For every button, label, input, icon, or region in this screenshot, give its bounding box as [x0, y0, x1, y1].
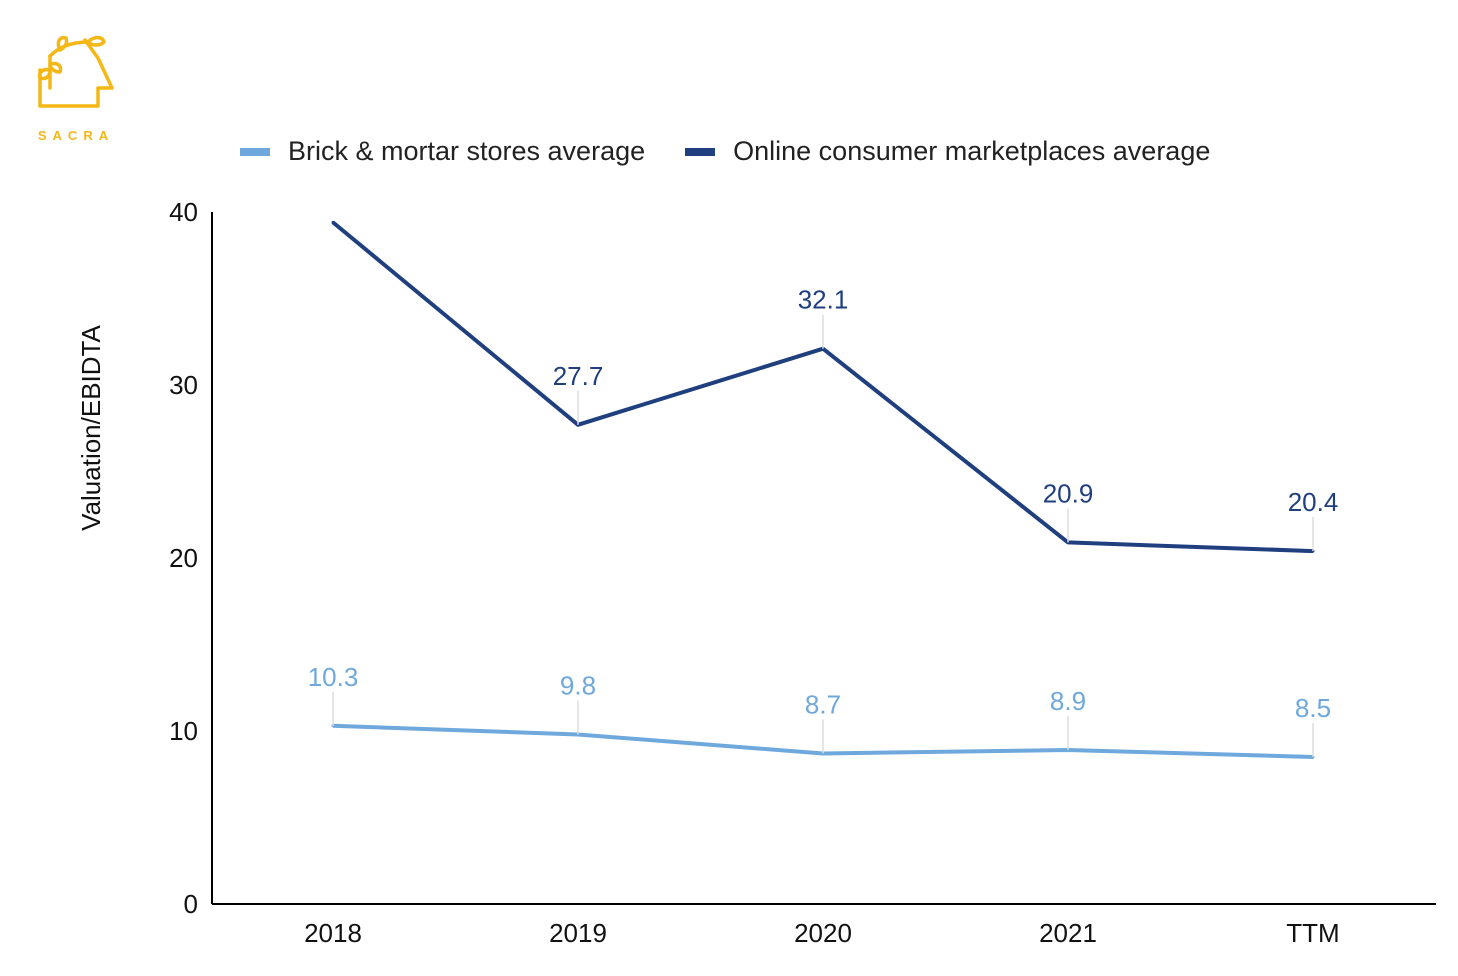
sacra-logo [37, 35, 114, 108]
legend-item-online-marketplaces: Online consumer marketplaces average [685, 136, 1210, 167]
y-tick-label: 20 [169, 543, 198, 573]
y-tick-label: 40 [169, 197, 198, 227]
x-tick-label: 2020 [794, 918, 852, 948]
x-tick-label: 2018 [304, 918, 362, 948]
logo-wordmark: SACRA [37, 128, 115, 143]
data-label: 10.3 [308, 662, 359, 692]
data-label: 8.7 [805, 689, 841, 719]
data-label: 20.9 [1043, 478, 1094, 508]
y-axis-label: Valuation/EBIDTA [76, 325, 106, 531]
x-tick-label: TTM [1286, 918, 1339, 948]
data-label: 32.1 [798, 285, 849, 315]
data-label: 27.7 [553, 361, 604, 391]
data-label: 8.5 [1295, 693, 1331, 723]
data-point [331, 220, 335, 224]
x-tick-label: 2019 [549, 918, 607, 948]
legend-swatch-brick-mortar [240, 147, 270, 156]
data-label: 9.8 [560, 670, 596, 700]
x-tick-label: 2021 [1039, 918, 1097, 948]
y-tick-label: 10 [169, 716, 198, 746]
y-tick-label: 30 [169, 370, 198, 400]
data-label: 20.4 [1288, 487, 1339, 517]
y-tick-label: 0 [184, 889, 198, 919]
legend-label-online-marketplaces: Online consumer marketplaces average [733, 136, 1211, 166]
legend-swatch-online-marketplaces [685, 147, 716, 156]
legend-label-brick-mortar: Brick & mortar stores average [288, 136, 646, 166]
legend-item-brick-mortar: Brick & mortar stores average [240, 136, 645, 167]
data-label: 8.9 [1050, 686, 1086, 716]
series-line-1 [331, 220, 1314, 554]
legend: Brick & mortar stores average Online con… [240, 136, 1250, 167]
